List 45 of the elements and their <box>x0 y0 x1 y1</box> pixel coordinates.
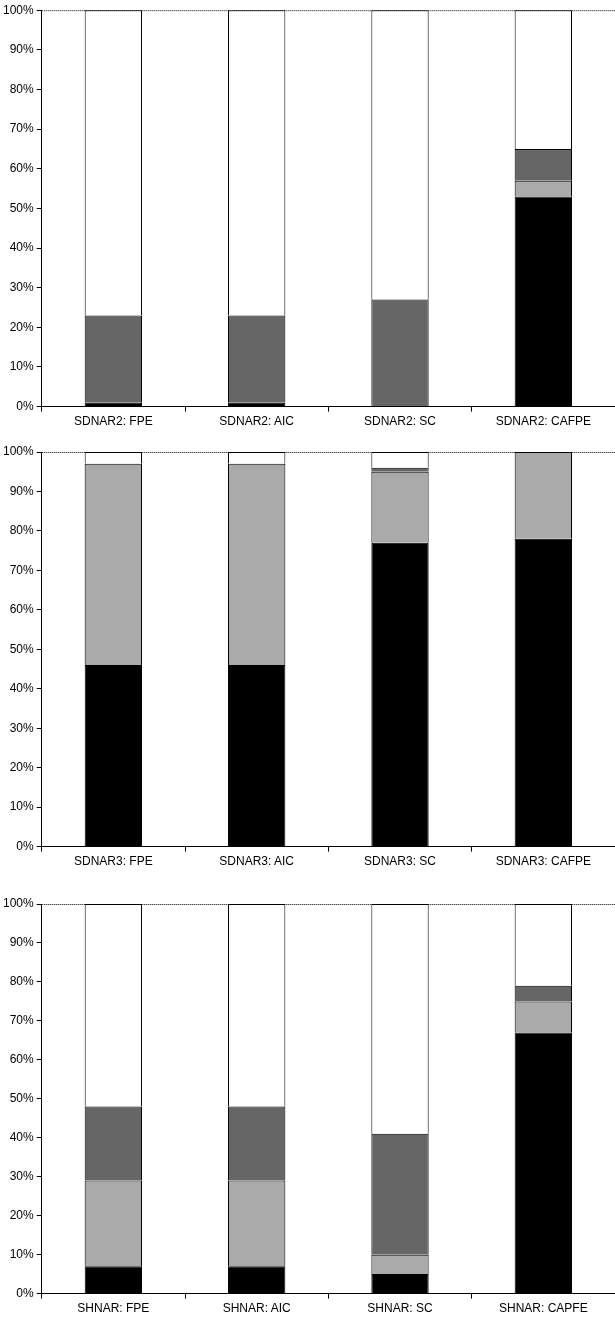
y-tick-label: 10% <box>9 799 35 814</box>
x-tick-label: SDNAR3: AIC <box>219 854 295 869</box>
y-tick-label: 10% <box>9 359 35 374</box>
y-tick-label: 20% <box>9 1207 35 1222</box>
y-tick-label: 90% <box>9 42 35 57</box>
y-tick-label: 70% <box>9 562 35 577</box>
x-tick-label: SHNAR: FPE <box>77 1301 150 1316</box>
y-tick-label: 40% <box>9 1130 35 1145</box>
y-tick-label: 10% <box>9 1246 35 1261</box>
y-tick-label: 50% <box>9 641 35 656</box>
x-tick-label: SDNAR2: AIC <box>219 414 295 429</box>
y-tick-label: 0% <box>16 1285 35 1300</box>
y-tick-label: 50% <box>9 1091 35 1106</box>
x-tick-label: SDNAR3: FPE <box>74 854 153 869</box>
y-tick-label: 0% <box>16 398 35 413</box>
y-tick-label: 30% <box>9 279 35 294</box>
y-tick-label: 80% <box>9 974 35 989</box>
x-tick-label: SDNAR2: FPE <box>74 414 153 429</box>
x-tick-label: SHNAR: AIC <box>222 1301 292 1316</box>
x-tick-label: SHNAR: SC <box>367 1301 434 1316</box>
y-tick-label: 0% <box>16 838 35 853</box>
x-tick-label: SDNAR2: SC <box>363 414 437 429</box>
y-tick-label: 60% <box>9 1052 35 1067</box>
y-tick-label: 60% <box>9 602 35 617</box>
x-tick-label: SDNAR2: CAFPE <box>495 414 592 429</box>
y-tick-label: 100% <box>2 444 35 459</box>
y-tick-label: 80% <box>9 81 35 96</box>
y-tick-label: 20% <box>9 319 35 334</box>
y-tick-label: 100% <box>2 896 35 911</box>
y-tick-label: 50% <box>9 200 35 215</box>
x-tick-label: SHNAR: CAPFE <box>498 1301 588 1316</box>
y-tick-label: 40% <box>9 240 35 255</box>
y-tick-label: 100% <box>2 2 35 17</box>
y-tick-label: 70% <box>9 121 35 136</box>
x-tick-label: SDNAR3: SC <box>363 854 437 869</box>
y-tick-label: 80% <box>9 523 35 538</box>
y-tick-label: 90% <box>9 483 35 498</box>
y-tick-label: 30% <box>9 1169 35 1184</box>
x-tick-label: SDNAR3: CAFPE <box>495 854 592 869</box>
y-tick-label: 20% <box>9 759 35 774</box>
y-tick-label: 40% <box>9 681 35 696</box>
y-tick-label: 30% <box>9 720 35 735</box>
y-tick-label: 60% <box>9 161 35 176</box>
y-tick-label: 70% <box>9 1013 35 1028</box>
y-tick-label: 90% <box>9 935 35 950</box>
